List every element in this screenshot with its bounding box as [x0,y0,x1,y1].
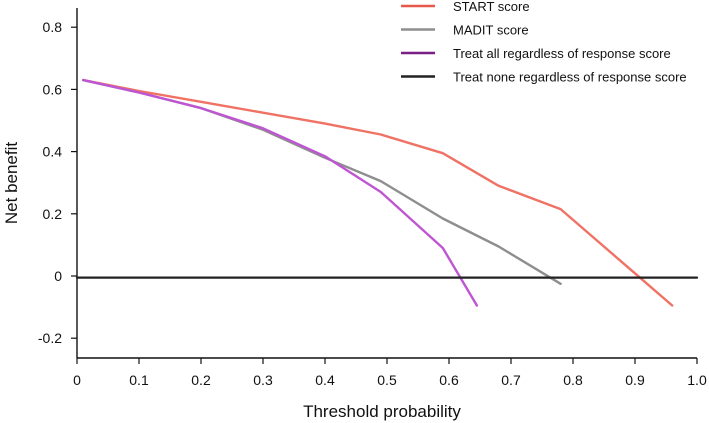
x-tick-label: 0.4 [315,372,335,388]
y-tick-label: 0.2 [43,206,63,222]
y-tick-label: 0 [54,268,62,284]
x-tick-label: 0.5 [377,372,397,388]
y-tick-label: 0.4 [43,144,63,160]
legend-label: Treat all regardless of response score [453,46,671,61]
legend-label: START score [453,0,530,14]
x-tick-label: 0.3 [253,372,273,388]
y-axis-title: Net benefit [2,142,21,224]
x-tick-label: 0.1 [129,372,149,388]
series-line-2 [81,78,562,285]
legend: START score MADIT score Treat all regardle… [401,0,687,85]
series-lines [75,78,699,307]
x-axis-title: Threshold probability [303,402,461,421]
x-tick-label: 0.2 [191,372,211,388]
y-axis-ticks: -0.2 0 0.2 0.4 0.6 0.8 [38,19,77,346]
x-tick-label: 1.0 [687,372,707,388]
x-tick-label: 0.8 [563,372,583,388]
x-tick-label: 0 [73,372,81,388]
legend-label: Treat none regardless of response score [453,70,687,85]
series-line-3 [81,78,479,307]
series-line-1 [81,78,674,307]
x-tick-label: 0.9 [625,372,645,388]
legend-label: MADIT score [453,23,529,38]
y-tick-label: 0.8 [43,19,63,35]
y-tick-label: -0.2 [38,330,62,346]
x-tick-label: 0.6 [439,372,459,388]
x-axis-ticks: 0 0.1 0.2 0.3 0.4 0.5 0.6 0.7 0.8 0.9 1.0 [73,358,707,388]
y-tick-label: 0.6 [43,81,63,97]
x-tick-label: 0.7 [501,372,521,388]
